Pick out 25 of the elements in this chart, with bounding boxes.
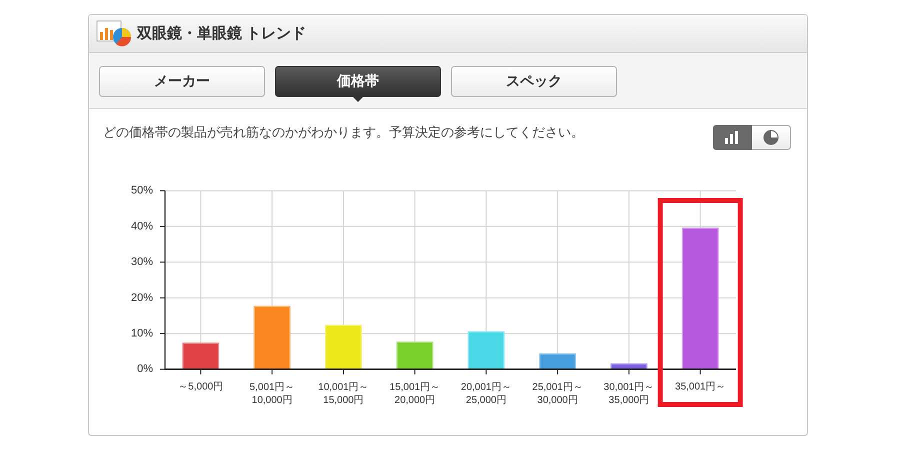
bar — [182, 342, 220, 370]
tab: スペック — [451, 66, 617, 97]
bar — [324, 324, 362, 370]
y-tick-label: 0% — [137, 363, 154, 376]
x-tick-label: 15,001円～ 20,000円 — [390, 382, 440, 406]
y-tick-label: 10% — [130, 327, 154, 340]
x-tick-label: ～5,000円 — [178, 382, 224, 393]
y-tick-label: 30% — [130, 256, 154, 268]
x-tick-label: 5,001円～ 10,000円 — [250, 382, 295, 406]
bar — [539, 353, 576, 370]
bar — [254, 306, 291, 370]
y-tick-label: 50% — [130, 184, 154, 197]
y-tick-label: 20% — [130, 292, 154, 304]
y-tick-label: 40% — [130, 220, 154, 232]
chart-subtitle: どの価格帯の製品が売れ筋なのかがわかります。予算決定の参考にしてください。 — [103, 124, 584, 140]
x-tick-label: 10,001円～ 15,000円 — [318, 382, 369, 406]
x-tick-label: 30,001円～ 35,000円 — [604, 382, 654, 406]
bar — [682, 228, 719, 370]
chart-title: 双眼鏡・単眼鏡 トレンド — [136, 24, 306, 42]
x-tick-label: 25,001円～ 30,000円 — [532, 382, 583, 406]
bar — [468, 331, 505, 370]
x-tick-label: 20,001円～ 25,000円 — [460, 382, 512, 406]
tab: メーカー — [99, 66, 265, 97]
x-tick-label: 35,001円～ — [675, 382, 726, 393]
bar — [396, 342, 434, 370]
